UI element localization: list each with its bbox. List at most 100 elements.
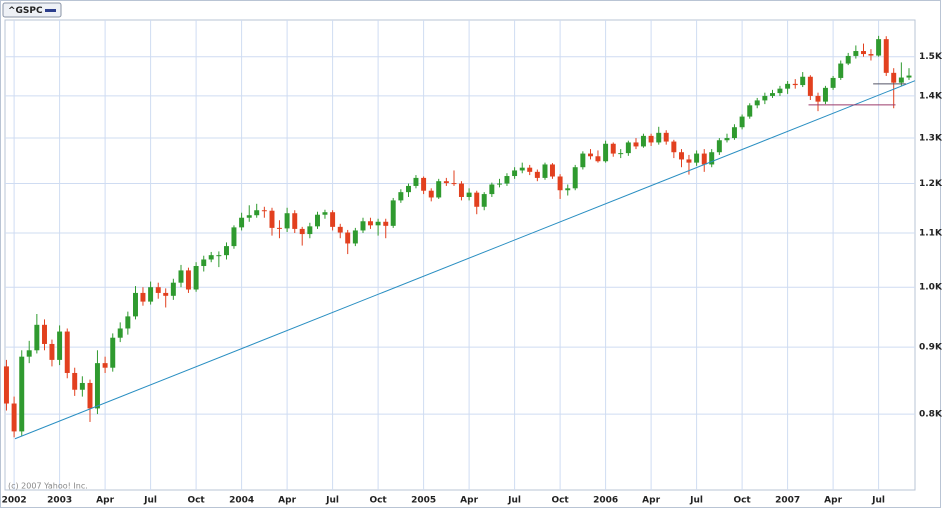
x-tick-label: Jul	[325, 496, 339, 506]
candle-body	[716, 140, 722, 153]
candle-body	[125, 316, 131, 329]
candle-body	[208, 255, 214, 260]
candle-body	[883, 39, 889, 73]
x-tick-label: Jul	[143, 496, 157, 506]
candle-body	[868, 54, 874, 56]
x-tick-label: Apr	[642, 496, 660, 506]
legend-frame	[2, 2, 62, 18]
legend-label: ^GSPC	[8, 6, 43, 16]
candle-body	[34, 324, 40, 351]
candle-body	[64, 331, 70, 373]
candle-body	[178, 270, 184, 283]
candle-body	[489, 184, 495, 195]
candle-body	[754, 100, 760, 106]
candle-body	[110, 337, 116, 368]
candle-body	[133, 292, 138, 317]
candle-body	[383, 221, 389, 226]
candle-body	[830, 77, 836, 88]
candle-body	[549, 164, 555, 177]
candle-body	[352, 230, 358, 244]
candle-body	[800, 76, 806, 86]
candle-body	[770, 93, 775, 96]
candle-body	[421, 177, 427, 191]
candle-body	[777, 88, 783, 94]
candle-body	[845, 55, 851, 64]
y-tick-label: 0.9K	[919, 343, 942, 353]
candle-body	[481, 194, 487, 207]
legend-swatch	[45, 9, 56, 12]
candle-body	[315, 214, 320, 227]
candle-body	[79, 382, 85, 390]
legend-box[interactable]: ^GSPC	[2, 2, 62, 18]
candle-body	[72, 372, 78, 390]
candle-body	[497, 183, 502, 185]
x-tick-label: Jul	[507, 496, 521, 506]
candle-body	[838, 63, 844, 78]
candle-body	[701, 153, 707, 165]
candle-body	[322, 212, 328, 215]
x-tick-label: 2004	[229, 496, 254, 506]
candle-body	[466, 192, 472, 197]
candle-body	[246, 215, 252, 218]
x-tick-label: Oct	[551, 496, 569, 506]
candle-body	[57, 331, 63, 360]
candle-body	[216, 255, 222, 257]
y-tick-label: 1.2K	[919, 179, 942, 189]
candle-body	[656, 132, 662, 143]
candle-body	[603, 143, 609, 162]
candle-body	[739, 116, 745, 128]
candle-body	[724, 138, 730, 141]
candle-body	[330, 212, 336, 227]
candle-body	[580, 153, 586, 168]
y-tick-label: 1.4K	[919, 91, 942, 101]
candle-body	[534, 171, 540, 178]
candle-body	[891, 72, 897, 83]
candle-body	[398, 192, 404, 201]
x-tick-label: Oct	[733, 496, 751, 506]
candle-body	[565, 188, 571, 191]
candle-body	[94, 363, 100, 409]
candle-body	[731, 127, 737, 139]
candle-body	[87, 382, 93, 409]
candle-body	[140, 292, 146, 302]
y-tick-label: 1.0K	[919, 283, 942, 293]
candle-body	[542, 164, 548, 178]
candle-body	[595, 156, 601, 162]
x-tick-label: Apr	[824, 496, 842, 506]
candle-body	[694, 153, 700, 163]
candle-body	[822, 87, 828, 102]
candle-body	[853, 51, 859, 56]
candle-body	[792, 83, 798, 86]
candle-body	[588, 153, 593, 157]
candle-body	[527, 167, 533, 172]
candle-body	[201, 259, 207, 267]
candle-body	[193, 266, 199, 290]
x-tick-label: Jul	[689, 496, 703, 506]
x-tick-label: Apr	[96, 496, 114, 506]
y-tick-label: 0.8K	[919, 410, 942, 420]
candle-body	[3, 366, 9, 404]
candle-body	[360, 221, 366, 231]
candle-body	[618, 153, 624, 155]
candle-body	[26, 350, 32, 357]
x-tick-label: 2005	[411, 496, 436, 506]
candle-body	[299, 228, 305, 235]
candle-body	[572, 167, 578, 189]
candle-body	[231, 227, 237, 247]
candle-body	[345, 232, 351, 244]
candle-body	[269, 210, 275, 228]
candle-body	[519, 167, 525, 171]
x-tick-label: 2002	[2, 496, 27, 506]
candle-body	[504, 176, 510, 184]
candle-body	[663, 132, 669, 142]
candle-body	[762, 95, 768, 101]
candle-body	[42, 324, 47, 344]
y-tick-label: 1.5K	[919, 52, 942, 62]
candle-body	[117, 328, 123, 338]
x-tick-label: Apr	[278, 496, 296, 506]
candle-body	[671, 141, 677, 153]
candle-body	[390, 200, 396, 226]
candle-body	[898, 77, 904, 83]
x-tick-label: 2006	[593, 496, 618, 506]
candle-body	[284, 213, 290, 229]
